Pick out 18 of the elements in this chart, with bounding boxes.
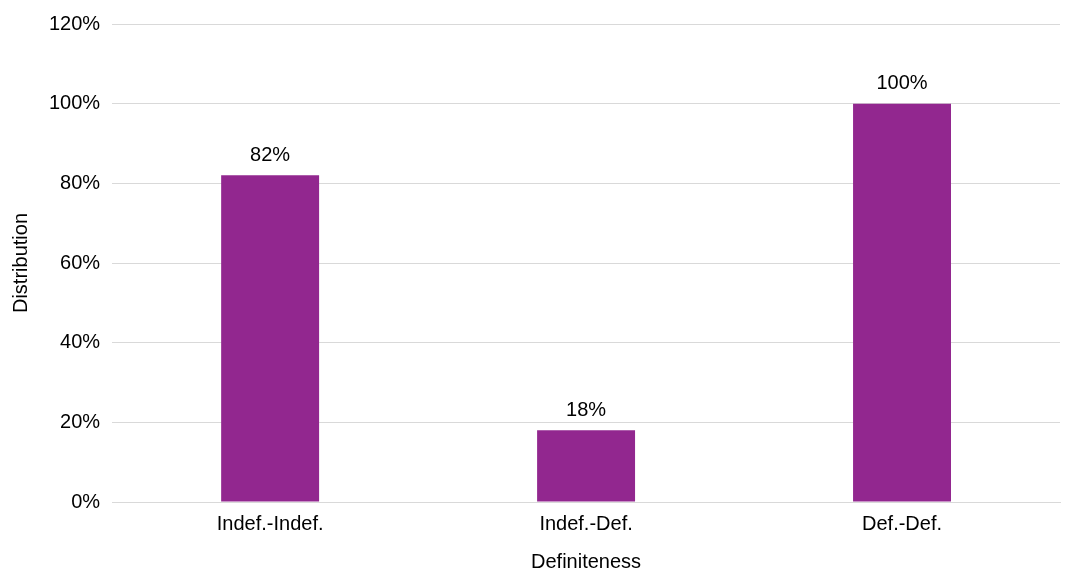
y-tick-label: 60% bbox=[60, 250, 101, 273]
x-axis-title: Definiteness bbox=[531, 549, 642, 572]
y-tick-label: 120% bbox=[49, 11, 101, 34]
x-tick-label: Indef.-Indef. bbox=[216, 511, 324, 534]
y-axis-title: Distribution bbox=[8, 212, 31, 314]
data-label: 100% bbox=[876, 71, 928, 94]
y-tick-label: 40% bbox=[60, 330, 101, 353]
y-tick-label: 0% bbox=[71, 489, 101, 512]
bar bbox=[537, 430, 636, 502]
y-tick-label: 80% bbox=[60, 170, 101, 193]
data-label: 82% bbox=[250, 142, 291, 165]
x-tick-label: Indef.-Def. bbox=[539, 511, 633, 534]
bar bbox=[221, 175, 320, 502]
data-label: 18% bbox=[566, 397, 607, 420]
bar bbox=[853, 103, 951, 502]
y-tick-label: 20% bbox=[60, 409, 101, 432]
y-tick-label: 100% bbox=[49, 91, 101, 114]
x-tick-label: Def.-Def. bbox=[862, 511, 943, 534]
